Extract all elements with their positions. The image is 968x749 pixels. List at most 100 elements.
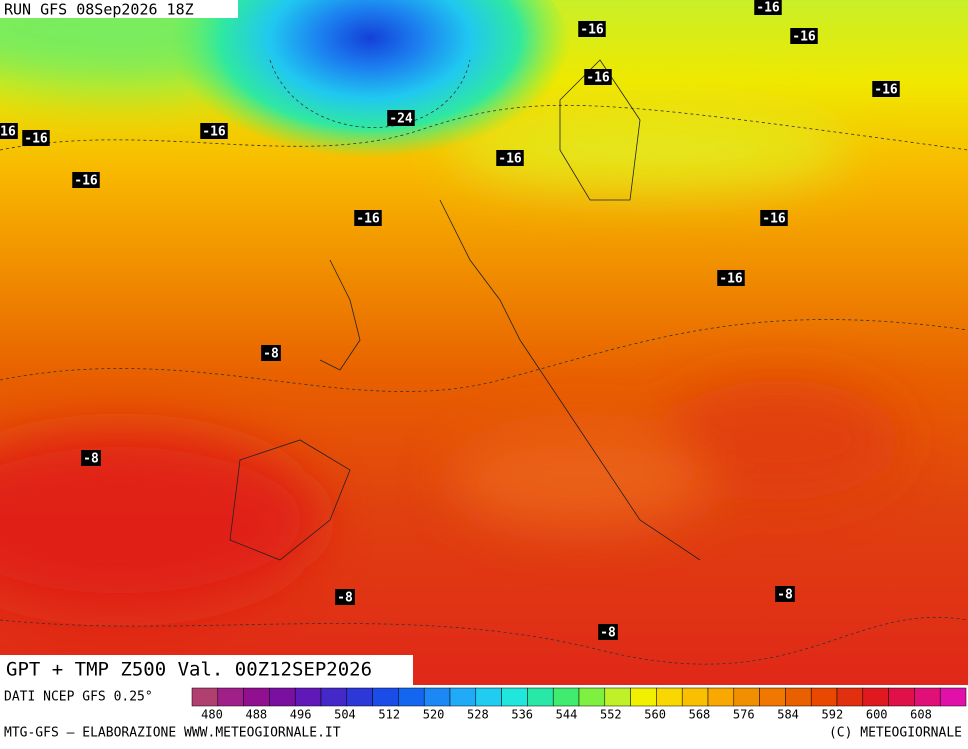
contour-label: -16 bbox=[872, 81, 900, 98]
contour-label-text: -8 bbox=[600, 626, 616, 641]
contour-label-text: -24 bbox=[389, 112, 413, 127]
contour-label: -16 bbox=[760, 210, 788, 227]
contour-label-box bbox=[72, 172, 100, 188]
contour-label-box bbox=[335, 589, 355, 605]
contour-label: -16 bbox=[717, 270, 745, 287]
colorbar-swatch bbox=[527, 687, 554, 707]
colorbar-swatch bbox=[475, 687, 502, 707]
colorbar-swatch bbox=[269, 687, 296, 707]
contour-label-box bbox=[496, 150, 524, 166]
contour-label-text: -16 bbox=[762, 212, 786, 227]
contour-label: -16 bbox=[200, 123, 228, 140]
contour-label-box bbox=[200, 123, 228, 139]
contour-label: -16 bbox=[496, 150, 524, 167]
contour-label-text: -8 bbox=[777, 588, 793, 603]
contour-label-box bbox=[717, 270, 745, 286]
contour-label-text: -8 bbox=[337, 591, 353, 606]
contour-label: -16 bbox=[72, 172, 100, 189]
colorbar-tick-label: 520 bbox=[423, 708, 445, 722]
colorbar-swatch bbox=[320, 687, 348, 707]
title-box bbox=[0, 655, 413, 685]
colorbar-tick-label: 504 bbox=[334, 708, 356, 722]
colorbar-tick-label: 552 bbox=[600, 708, 622, 722]
contour-label: -16 bbox=[754, 0, 782, 16]
contour-label-box bbox=[261, 345, 281, 361]
colorbar-swatch bbox=[604, 687, 631, 707]
contour-label: -8 bbox=[775, 586, 795, 603]
contour-label-box bbox=[790, 28, 818, 44]
colorbar-swatch bbox=[294, 687, 322, 707]
contour-label-text: -16 bbox=[586, 71, 610, 86]
colorbar-swatch bbox=[888, 687, 915, 707]
contour-label-box bbox=[872, 81, 900, 97]
colorbar-tick-label: 480 bbox=[201, 708, 223, 722]
contour-label-text: -8 bbox=[83, 452, 99, 467]
colorbar-tick-label: 512 bbox=[378, 708, 400, 722]
colorbar-swatch bbox=[243, 687, 270, 707]
contour-label-box bbox=[354, 210, 382, 226]
contour-label-box bbox=[754, 0, 782, 15]
colorbar-swatch bbox=[836, 687, 864, 707]
colorbar-swatch bbox=[785, 687, 812, 707]
colorbar-swatch bbox=[759, 687, 786, 707]
colorbar-swatch bbox=[552, 687, 580, 707]
contour-label-text: -16 bbox=[498, 152, 522, 167]
colorbar-tick-label: 600 bbox=[866, 708, 888, 722]
colorbar-tick-label: 528 bbox=[467, 708, 489, 722]
footer-left: MTG-GFS — ELABORAZIONE WWW.METEOGIORNALE… bbox=[4, 726, 341, 741]
colorbar: 480 488 496 504 512 520 528 536 544 552 560 568 576 5… bbox=[191, 687, 967, 722]
footer-right: (C) METEOGIORNALE bbox=[829, 726, 962, 741]
contour-label-box bbox=[578, 21, 606, 37]
contour-label-box bbox=[760, 210, 788, 226]
contour-label: -16 bbox=[22, 130, 50, 147]
colorbar-swatch bbox=[656, 687, 683, 707]
contour-label: -16 bbox=[584, 69, 612, 86]
source: DATI NCEP GFS 0.25° bbox=[4, 690, 153, 705]
colorbar-tick-label: 584 bbox=[777, 708, 799, 722]
colorbar-tick-label: 592 bbox=[822, 708, 844, 722]
contour-label-box bbox=[81, 450, 101, 466]
colorbar-swatch bbox=[398, 687, 425, 707]
contour-label: -24 bbox=[387, 110, 415, 127]
contour-label-box bbox=[598, 624, 618, 640]
colorbar-tick-label: 568 bbox=[689, 708, 711, 722]
contour-label-text: -16 bbox=[719, 272, 743, 287]
contour-label: 16 bbox=[0, 123, 18, 140]
contour-label-box bbox=[775, 586, 795, 602]
colorbar-swatch bbox=[346, 687, 373, 707]
contour-label: -16 bbox=[790, 28, 818, 45]
colorbar-tick-label: 576 bbox=[733, 708, 755, 722]
contour-label: -8 bbox=[598, 624, 618, 641]
contour-label-box bbox=[0, 123, 18, 139]
colorbar-swatch bbox=[217, 687, 244, 707]
colorbar-swatch bbox=[423, 687, 451, 707]
colorbar-swatch bbox=[810, 687, 838, 707]
colorbar-swatch bbox=[939, 687, 967, 707]
colorbar-tick-label: 488 bbox=[245, 708, 267, 722]
contour-label-box bbox=[387, 110, 415, 126]
header-box bbox=[0, 0, 238, 18]
contour-label-text: -16 bbox=[756, 1, 780, 16]
colorbar-swatch bbox=[501, 687, 528, 707]
colorbar-swatch bbox=[630, 687, 657, 707]
contour-label-text: -16 bbox=[24, 132, 48, 147]
colorbar-swatch bbox=[707, 687, 735, 707]
contour-label-text: -16 bbox=[792, 30, 816, 45]
contour-label: -8 bbox=[335, 589, 355, 606]
colorbar-swatch bbox=[733, 687, 760, 707]
colorbar-swatch bbox=[372, 687, 399, 707]
field bbox=[0, 0, 968, 685]
colorbar-swatch bbox=[449, 687, 477, 707]
contour-label-text: 16 bbox=[0, 125, 16, 140]
contour-label-box bbox=[584, 69, 612, 85]
contour-label-text: -16 bbox=[202, 125, 226, 140]
colorbar-tick-label: 608 bbox=[910, 708, 932, 722]
contour-label-text: -16 bbox=[580, 23, 604, 38]
colorbar-swatch bbox=[191, 687, 219, 707]
colorbar-tick-label: 560 bbox=[644, 708, 666, 722]
colorbar-swatch bbox=[862, 687, 889, 707]
colorbar-tick-label: 544 bbox=[556, 708, 578, 722]
colorbar-tick-label: 536 bbox=[511, 708, 533, 722]
run-label: RUN GFS 08Sep2026 18Z bbox=[4, 1, 194, 19]
